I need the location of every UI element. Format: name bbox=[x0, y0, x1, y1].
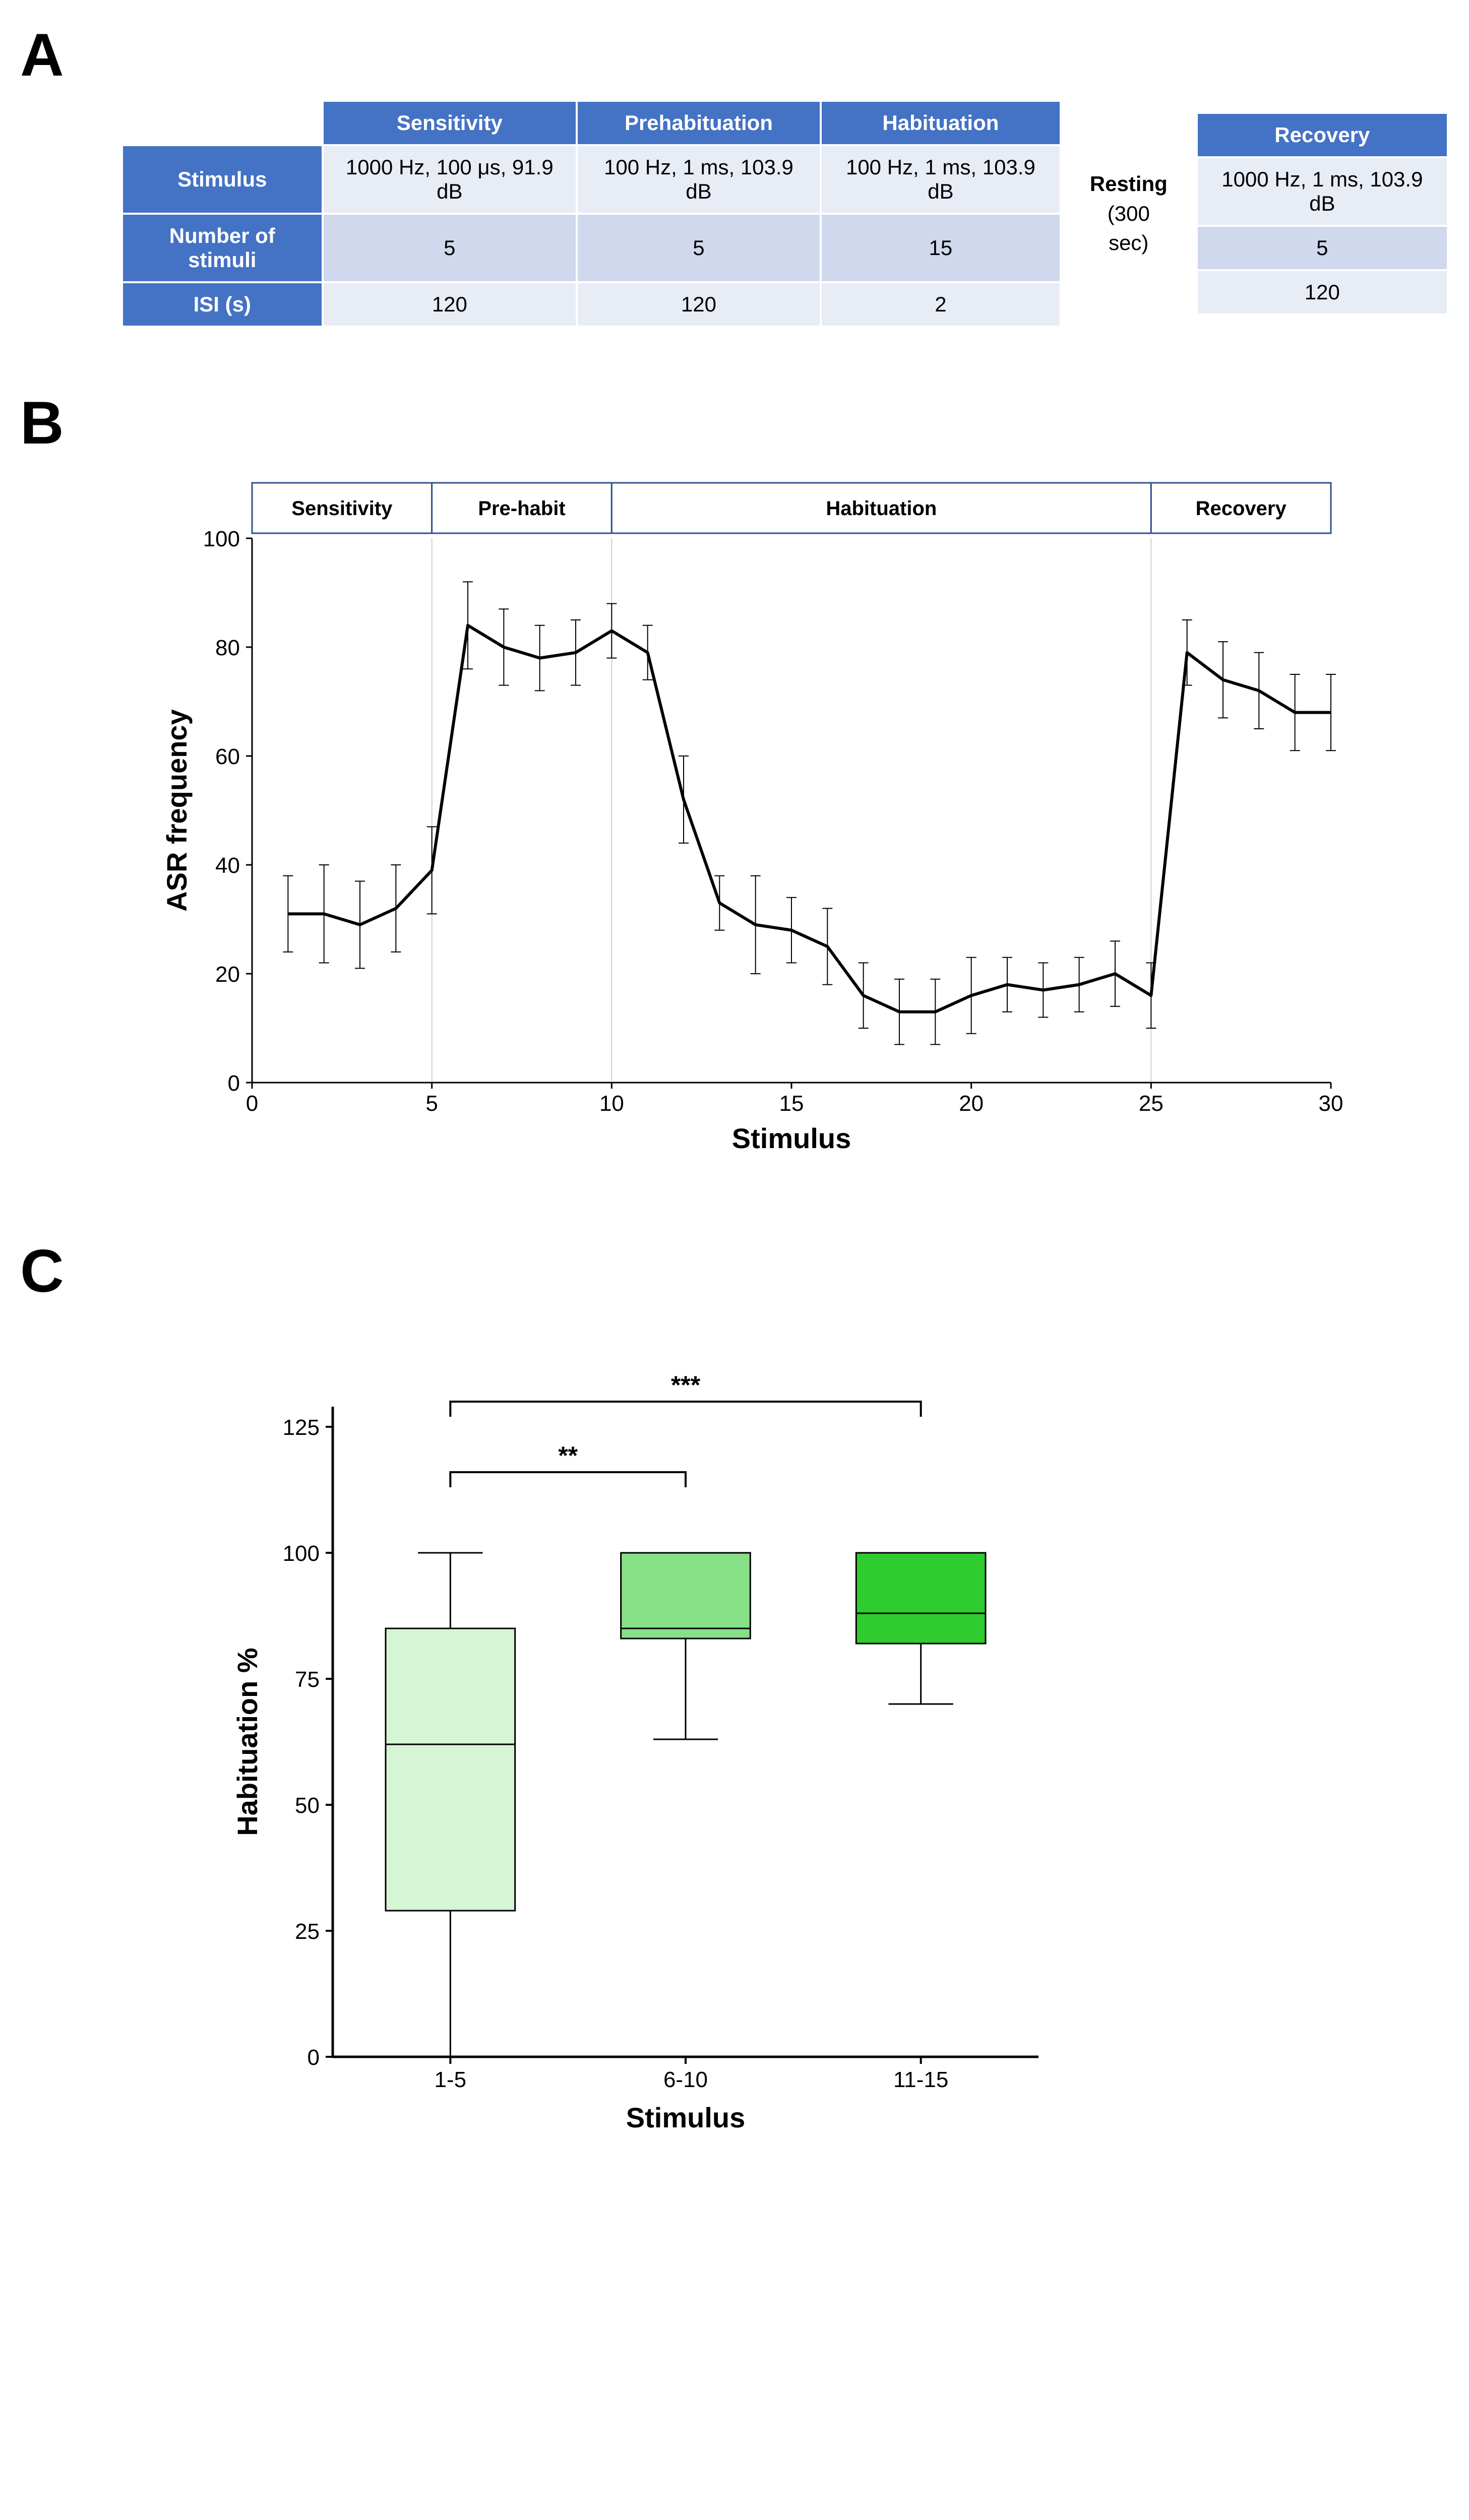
svg-text:20: 20 bbox=[215, 962, 240, 987]
svg-text:100: 100 bbox=[203, 527, 240, 551]
svg-text:0: 0 bbox=[228, 1071, 240, 1096]
svg-text:Stimulus: Stimulus bbox=[732, 1122, 851, 1154]
panel-b: B Sensitivity Pre-habit Habituation Recover… bbox=[20, 388, 1449, 1176]
svg-text:10: 10 bbox=[599, 1091, 624, 1116]
asr-line-chart: Sensitivity Pre-habit Habituation Recovery 0… bbox=[151, 468, 1361, 1173]
svg-text:***: *** bbox=[671, 1371, 701, 1399]
panel-a: A SensitivityPrehabituationHabituationSt… bbox=[20, 20, 1449, 328]
svg-text:0: 0 bbox=[246, 1091, 258, 1116]
svg-text:30: 30 bbox=[1319, 1091, 1343, 1116]
svg-text:1-5: 1-5 bbox=[435, 2067, 467, 2092]
resting-sub: (300 sec) bbox=[1087, 199, 1171, 259]
panel-label-b: B bbox=[20, 388, 1449, 458]
svg-text:75: 75 bbox=[295, 1667, 320, 1692]
svg-text:40: 40 bbox=[215, 853, 240, 878]
habituation-boxplot: 02550751001251-56-1011-15*****Habituatio… bbox=[222, 1316, 1079, 2148]
protocol-table-recovery: Recovery1000 Hz, 1 ms, 103.9 dB5120 bbox=[1196, 112, 1449, 316]
resting-label: Resting (300 sec) bbox=[1087, 169, 1171, 258]
svg-text:80: 80 bbox=[215, 636, 240, 660]
svg-text:Pre-habit: Pre-habit bbox=[478, 497, 565, 520]
svg-text:11-15: 11-15 bbox=[893, 2067, 948, 2092]
svg-text:20: 20 bbox=[959, 1091, 984, 1116]
svg-text:Habituation %: Habituation % bbox=[231, 1648, 263, 1836]
svg-text:25: 25 bbox=[1139, 1091, 1164, 1116]
panel-label-a: A bbox=[20, 20, 1449, 90]
svg-text:0: 0 bbox=[308, 2045, 320, 2070]
svg-text:100: 100 bbox=[283, 1541, 320, 1566]
svg-text:Stimulus: Stimulus bbox=[626, 2102, 745, 2133]
svg-text:60: 60 bbox=[215, 744, 240, 769]
svg-text:Recovery: Recovery bbox=[1196, 497, 1287, 520]
svg-text:Habituation: Habituation bbox=[826, 497, 937, 520]
panel-c: C 02550751001251-56-1011-15*****Habituat… bbox=[20, 1236, 1449, 2150]
protocol-table-wrap: SensitivityPrehabituationHabituationStim… bbox=[121, 100, 1449, 328]
protocol-table-main: SensitivityPrehabituationHabituationStim… bbox=[121, 100, 1062, 328]
svg-text:50: 50 bbox=[295, 1793, 320, 1818]
svg-text:15: 15 bbox=[779, 1091, 804, 1116]
svg-text:125: 125 bbox=[283, 1415, 320, 1440]
svg-text:ASR frequency: ASR frequency bbox=[161, 709, 193, 911]
panel-label-c: C bbox=[20, 1236, 1449, 1306]
resting-title: Resting bbox=[1087, 169, 1171, 199]
svg-text:Sensitivity: Sensitivity bbox=[291, 497, 393, 520]
svg-text:5: 5 bbox=[425, 1091, 438, 1116]
svg-text:**: ** bbox=[558, 1441, 578, 1470]
svg-text:25: 25 bbox=[295, 1919, 320, 1944]
svg-text:6-10: 6-10 bbox=[663, 2067, 708, 2092]
